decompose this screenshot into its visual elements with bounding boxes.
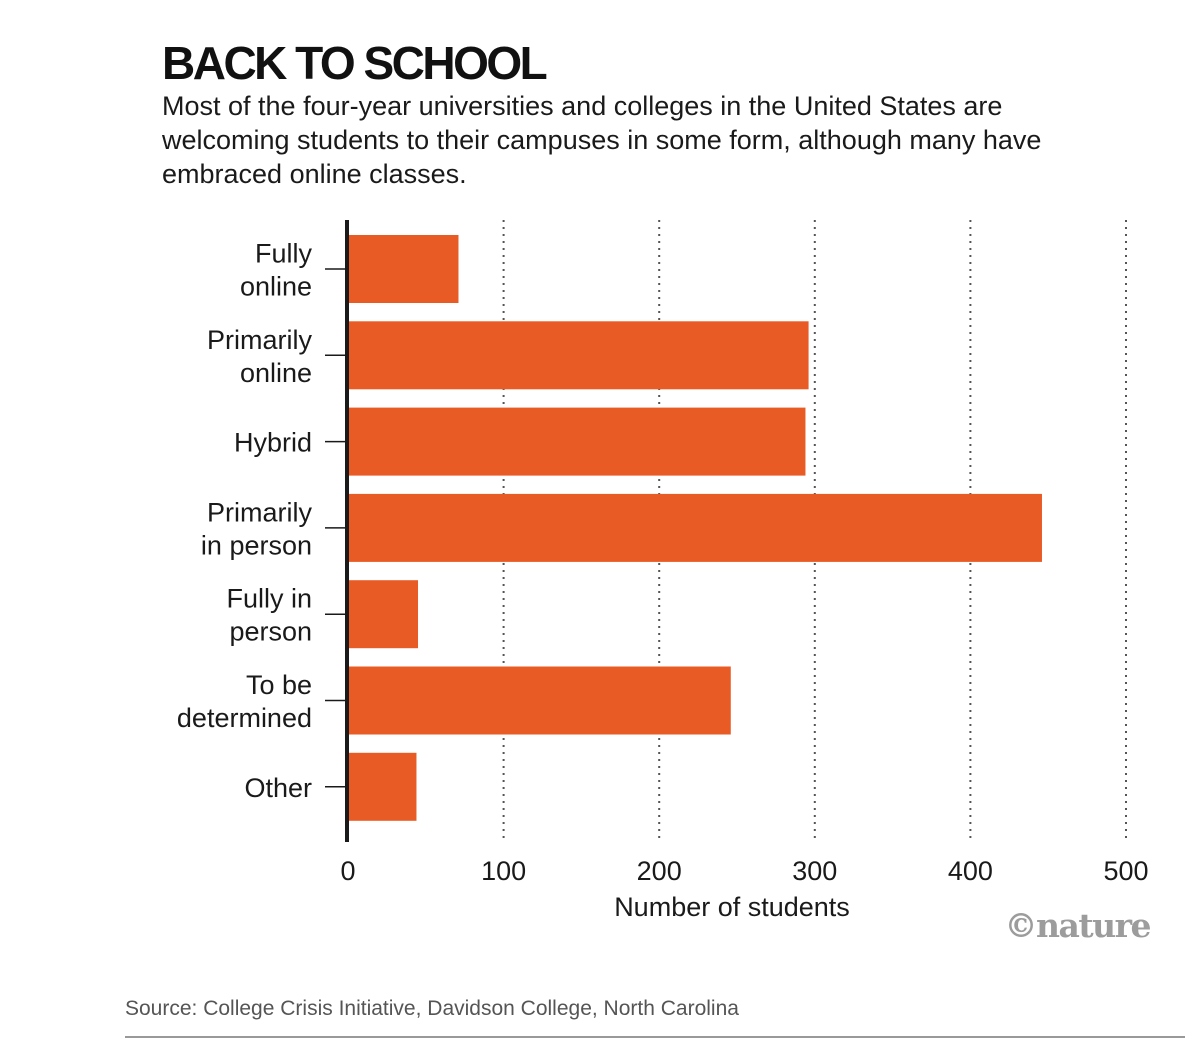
bar-to-be-determined [348,666,731,735]
footer-rule [125,1036,1185,1038]
x-tick-label-500: 500 [1103,856,1148,886]
category-label: To be determined [177,670,312,733]
category-label: Other [244,773,312,803]
category-label: Hybrid [234,428,312,458]
x-tick-label-100: 100 [481,856,526,886]
x-tick-label-0: 0 [340,856,355,886]
bar-primarily-online [348,321,809,390]
chart-title: BACK TO SCHOOL [162,37,548,89]
bar-hybrid [348,407,806,476]
category-label: Fully in person [226,584,312,647]
nature-logo: ©nature [1004,906,1152,945]
bar-other [348,752,417,821]
bars [348,235,1042,821]
x-axis-label: Number of students [614,892,850,922]
source-note: Source: College Crisis Initiative, David… [125,997,739,1020]
bar-fully-in-person [348,580,419,649]
category-label: Primarily in person [201,497,313,560]
category-label: Fully online [240,239,313,302]
chart-subtitle: Most of the four-year universities and c… [162,91,1042,189]
bar-fully-online [348,235,459,303]
x-tick-label-300: 300 [792,856,837,886]
bar-primarily-in-person [348,493,1042,562]
category-labels: Fully online Primarily online Hybrid Primaril… [177,239,313,803]
category-label: Primarily online [207,325,312,388]
x-tick-label-400: 400 [948,856,993,886]
gridlines [502,220,1127,842]
x-tick-labels: 0 100 200 300 400 500 [340,856,1148,886]
y-axis [325,220,349,842]
x-tick-label-200: 200 [637,856,682,886]
